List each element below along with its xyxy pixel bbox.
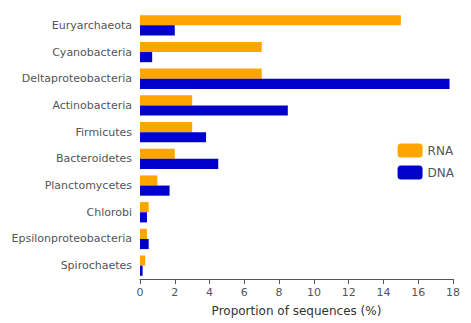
svg-text:Planctomycetes: Planctomycetes: [45, 179, 133, 192]
svg-text:18: 18: [446, 286, 460, 299]
svg-text:10: 10: [307, 286, 321, 299]
svg-text:Deltaproteobacteria: Deltaproteobacteria: [22, 72, 132, 85]
svg-text:14: 14: [376, 286, 390, 299]
svg-text:Firmicutes: Firmicutes: [75, 126, 132, 139]
svg-text:4: 4: [206, 286, 213, 299]
svg-text:8: 8: [276, 286, 283, 299]
svg-text:Chlorobi: Chlorobi: [87, 206, 133, 219]
svg-text:Actinobacteria: Actinobacteria: [52, 99, 132, 112]
svg-text:Spirochaetes: Spirochaetes: [61, 259, 133, 272]
svg-text:Bacteroidetes: Bacteroidetes: [56, 152, 132, 165]
svg-text:Euryarchaeota: Euryarchaeota: [52, 19, 132, 32]
svg-text:2: 2: [171, 286, 178, 299]
svg-text:RNA: RNA: [428, 144, 454, 158]
svg-text:Proportion of sequences (%): Proportion of sequences (%): [212, 304, 382, 318]
svg-text:0: 0: [137, 286, 144, 299]
svg-text:DNA: DNA: [428, 166, 455, 180]
svg-text:Epsilonproteobacteria: Epsilonproteobacteria: [12, 232, 132, 245]
svg-text:16: 16: [411, 286, 425, 299]
svg-text:12: 12: [342, 286, 356, 299]
svg-text:6: 6: [241, 286, 248, 299]
svg-text:Cyanobacteria: Cyanobacteria: [52, 46, 132, 59]
